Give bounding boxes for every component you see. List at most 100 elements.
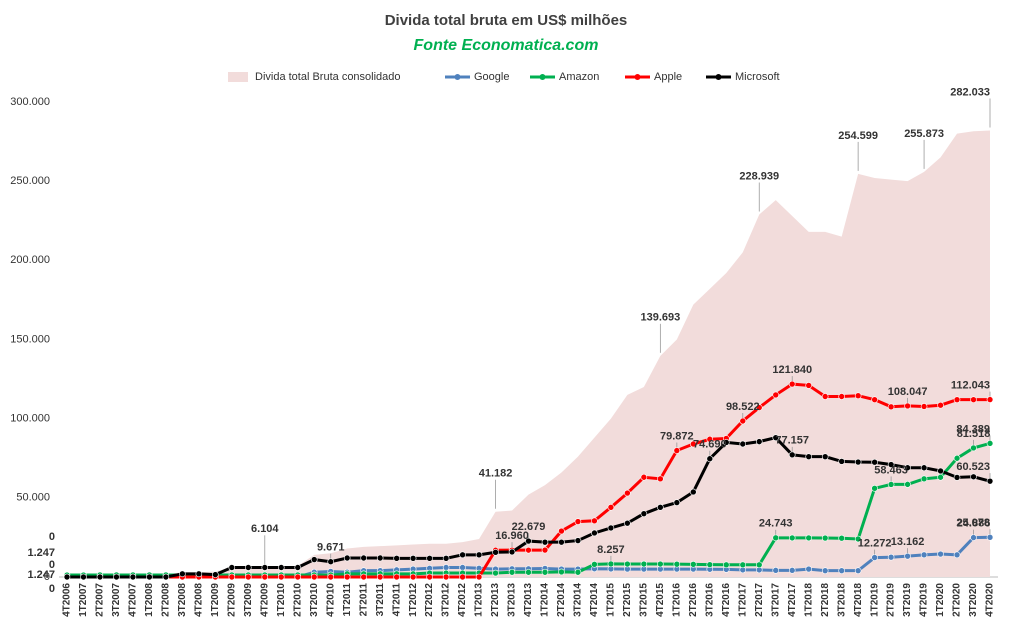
marker — [673, 560, 681, 568]
chart-title: Divida total bruta em US$ milhões — [385, 12, 628, 29]
marker — [624, 519, 631, 527]
marker — [722, 439, 730, 446]
marker — [591, 517, 598, 525]
marker — [970, 534, 977, 541]
y-tick-label: 100.000 — [10, 413, 50, 425]
data-label: 0 — [49, 559, 55, 571]
marker — [772, 434, 780, 441]
marker — [953, 396, 961, 403]
marker — [442, 573, 450, 581]
x-tick-label: 1T2012 — [408, 583, 419, 617]
marker — [821, 393, 829, 400]
marker — [277, 573, 285, 581]
marker — [624, 560, 631, 568]
data-label: 77.157 — [775, 435, 809, 447]
marker — [937, 467, 944, 475]
x-tick-label: 4T2009 — [259, 583, 270, 617]
marker — [343, 573, 351, 581]
marker — [838, 458, 845, 465]
x-tick-label: 3T2011 — [375, 583, 386, 617]
marker — [706, 455, 714, 463]
data-label: 139.693 — [640, 312, 680, 324]
data-label: 254.599 — [838, 130, 878, 142]
x-tick-label: 2T2014 — [556, 583, 567, 617]
data-label: 58.463 — [874, 464, 908, 476]
data-label: 81.518 — [957, 428, 991, 440]
legend-marker — [715, 74, 722, 80]
data-label: 25.078 — [956, 517, 990, 529]
marker — [805, 382, 812, 389]
x-tick-label: 4T2017 — [787, 583, 798, 617]
marker — [690, 561, 697, 568]
x-tick-label: 3T2014 — [573, 583, 584, 617]
marker — [360, 554, 367, 562]
x-tick-label: 3T2013 — [507, 583, 518, 617]
marker — [657, 560, 664, 568]
marker — [690, 488, 697, 496]
marker — [970, 444, 977, 452]
marker — [525, 568, 532, 576]
y-tick-label: 50.000 — [16, 492, 50, 504]
marker — [722, 561, 730, 569]
data-label: 1.247 — [27, 547, 55, 559]
marker — [755, 404, 763, 411]
marker — [80, 573, 87, 581]
marker — [986, 533, 994, 541]
x-tick-label: 3T2019 — [902, 583, 913, 617]
marker — [920, 475, 928, 483]
x-tick-label: 3T2016 — [704, 583, 715, 617]
marker — [904, 552, 911, 560]
marker — [986, 396, 994, 403]
marker — [904, 464, 911, 472]
marker — [887, 481, 895, 488]
marker — [261, 564, 269, 571]
marker — [953, 551, 961, 559]
marker — [310, 573, 318, 581]
marker — [805, 565, 812, 573]
marker — [393, 573, 400, 581]
data-label: 9.671 — [317, 542, 345, 554]
data-label: 79.872 — [660, 430, 694, 442]
marker — [574, 568, 582, 576]
marker — [838, 534, 845, 542]
x-tick-label: 4T2016 — [721, 583, 732, 617]
marker — [854, 535, 862, 543]
marker — [640, 510, 648, 517]
marker — [525, 546, 532, 554]
y-tick-label: 250.000 — [10, 175, 50, 187]
marker — [245, 573, 252, 581]
data-label: 74.690 — [693, 439, 727, 451]
marker — [920, 551, 928, 559]
marker — [871, 554, 878, 561]
marker — [640, 560, 648, 568]
x-tick-label: 2T2018 — [820, 583, 831, 617]
data-label: 6.104 — [251, 523, 279, 535]
x-tick-label: 1T2010 — [276, 583, 287, 617]
marker — [838, 567, 845, 574]
marker — [788, 380, 796, 388]
marker — [937, 473, 944, 481]
marker — [492, 548, 499, 556]
marker — [755, 438, 763, 445]
marker — [508, 568, 516, 576]
marker — [772, 534, 780, 542]
x-tick-label: 3T2012 — [441, 583, 452, 617]
marker — [426, 573, 433, 581]
marker — [459, 551, 466, 559]
x-tick-label: 4T2012 — [457, 583, 468, 617]
marker — [63, 573, 71, 581]
marker — [805, 453, 812, 460]
x-tick-label: 4T2010 — [325, 583, 336, 617]
x-tick-label: 1T2014 — [540, 583, 551, 617]
x-tick-label: 1T2019 — [869, 583, 880, 617]
marker — [970, 473, 977, 481]
marker — [492, 569, 499, 577]
marker — [821, 453, 829, 460]
x-tick-label: 1T2009 — [210, 583, 221, 617]
marker — [96, 573, 104, 581]
marker — [245, 564, 252, 571]
marker — [442, 555, 450, 562]
marker — [887, 553, 895, 561]
legend-marker — [454, 74, 461, 80]
